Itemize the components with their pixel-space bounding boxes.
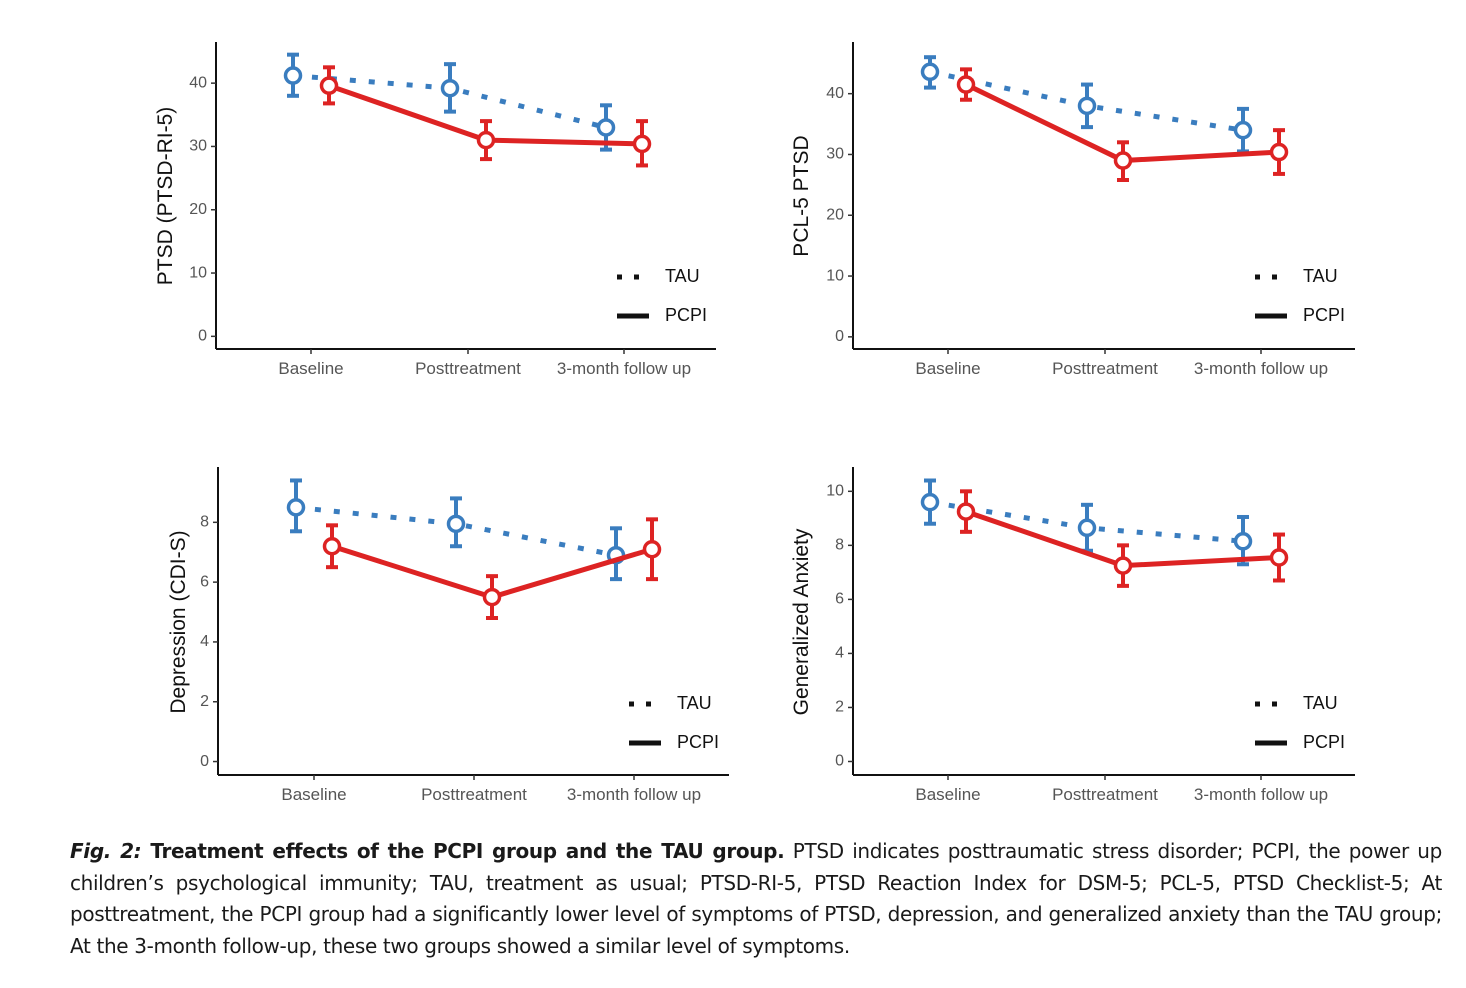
data-point-tau [1233, 532, 1253, 551]
y-tick-label: 2 [200, 693, 209, 710]
chart-panel-1: 0 10 20 30 40 Baseline Posttreatment 3-month fo… [154, 42, 716, 378]
x-tick-label: Posttreatment [421, 785, 527, 804]
y-tick-label: 30 [826, 146, 844, 163]
x-tick-label: 3-month follow up [1194, 785, 1328, 804]
y-tick-label: 0 [835, 753, 844, 770]
y-tick-label: 0 [200, 753, 209, 770]
legend-tau-label: TAU [677, 693, 712, 713]
chart-panel-2: 0 10 20 30 40 Baseline Posttreatment 3-month fo… [790, 42, 1355, 378]
data-point-pcpi [319, 76, 339, 95]
y-tick-label: 4 [200, 633, 209, 650]
x-tick-label: Baseline [281, 785, 346, 804]
data-point-pcpi [642, 539, 662, 559]
data-point-tau [283, 66, 303, 85]
caption-fig-label: Fig. 2: [70, 839, 142, 863]
data-point-tau [920, 62, 940, 82]
y-tick-label: 20 [826, 206, 844, 223]
y-tick-label: 10 [826, 483, 844, 500]
y-tick-label: 10 [189, 264, 207, 281]
data-point-tau [286, 498, 306, 517]
data-point-tau [446, 514, 466, 534]
legend-pcpi-label: PCPI [665, 305, 707, 325]
data-point-pcpi [1269, 142, 1289, 162]
x-tick-label: Baseline [915, 785, 980, 804]
data-point-pcpi [1113, 151, 1133, 170]
y-tick-label: 6 [835, 591, 844, 608]
data-point-tau [440, 78, 460, 98]
data-point-pcpi [956, 75, 976, 94]
x-tick-label: 3-month follow up [557, 359, 691, 378]
x-tick-label: 3-month follow up [1194, 359, 1328, 378]
x-tick-label: 3-month follow up [567, 785, 701, 804]
x-tick-label: Posttreatment [415, 359, 521, 378]
y-tick-label: 0 [835, 328, 844, 345]
y-tick-label: 8 [835, 537, 844, 554]
legend-tau-label: TAU [1303, 693, 1338, 713]
chart-panel-3: 0 2 4 6 8 Baseline Posttreatment 3-month follow… [167, 467, 729, 804]
data-point-pcpi [1269, 548, 1289, 567]
series-line-tau [295, 504, 617, 558]
y-tick-label: 0 [198, 328, 207, 345]
chart-panel-4: 0 2 4 6 8 10 Baseline Posttreatment 3-month foll… [790, 467, 1355, 804]
y-tick-label: 4 [835, 645, 844, 662]
data-point-pcpi [956, 502, 976, 521]
data-point-pcpi [1113, 556, 1133, 575]
data-point-tau [920, 492, 940, 512]
legend-pcpi-label: PCPI [1303, 732, 1345, 752]
data-point-pcpi [476, 130, 496, 150]
y-axis-label: Depression (CDI-S) [167, 530, 190, 713]
x-tick-label: Baseline [915, 359, 980, 378]
y-axis-label: Generalized Anxiety [790, 528, 813, 715]
data-point-tau [1077, 518, 1097, 538]
data-point-pcpi [632, 134, 652, 154]
data-point-pcpi [322, 536, 342, 556]
y-tick-label: 2 [835, 699, 844, 716]
y-axis-label: PCL-5 PTSD [790, 135, 813, 256]
data-point-tau [596, 118, 616, 137]
y-tick-label: 40 [189, 74, 207, 91]
y-tick-label: 10 [826, 267, 844, 284]
data-point-tau [1077, 96, 1097, 116]
legend-pcpi-label: PCPI [677, 732, 719, 752]
y-tick-label: 30 [189, 138, 207, 155]
data-point-tau [1233, 120, 1253, 140]
y-tick-label: 20 [189, 201, 207, 218]
y-axis-label: PTSD (PTSD-RI-5) [154, 107, 177, 286]
y-tick-label: 8 [200, 514, 209, 531]
y-tick-label: 40 [826, 85, 844, 102]
x-tick-label: Posttreatment [1052, 359, 1158, 378]
legend-tau-label: TAU [665, 266, 700, 286]
legend-pcpi-label: PCPI [1303, 305, 1345, 325]
y-tick-label: 6 [200, 573, 209, 590]
legend-tau-label: TAU [1303, 266, 1338, 286]
figure-caption: Fig. 2: Treatment effects of the PCPI gr… [70, 836, 1442, 962]
data-point-pcpi [482, 587, 502, 607]
caption-text: PTSD indicates posttraumatic stress diso… [70, 839, 1442, 958]
x-tick-label: Posttreatment [1052, 785, 1158, 804]
caption-title: Treatment effects of the PCPI group and … [150, 839, 785, 863]
x-tick-label: Baseline [278, 359, 343, 378]
